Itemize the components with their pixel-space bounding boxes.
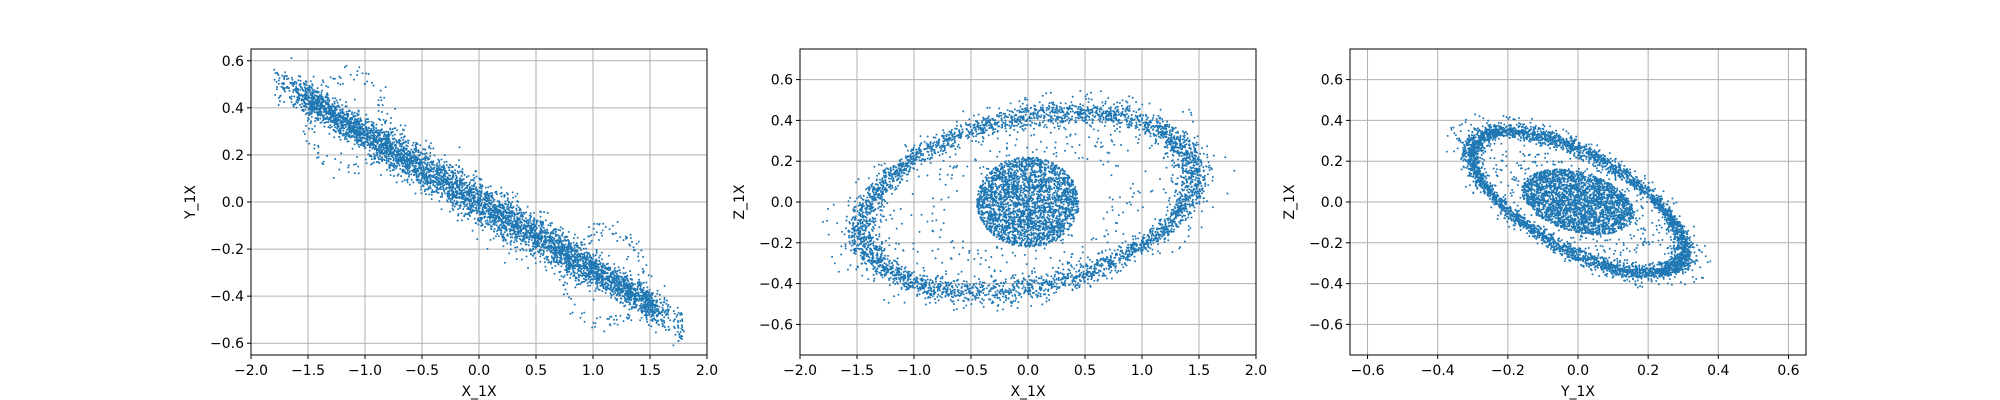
y-tick-label: 0.6 <box>771 73 793 89</box>
y-axis-label: Z_1X <box>732 184 748 219</box>
x-tick-label: −2.0 <box>234 363 268 379</box>
y-tick-label: −0.2 <box>1309 236 1343 252</box>
y-tick-label: −0.4 <box>1309 277 1343 293</box>
y-tick-label: −0.4 <box>759 277 793 293</box>
y-tick-label: 0.6 <box>1321 73 1343 89</box>
y-tick-label: −0.6 <box>210 336 244 352</box>
x-tick-label: 0.0 <box>1017 363 1039 379</box>
subplot-y-vs-z: −0.6 −0.4 −0.2 0.0 0.2 0.4 0.6 −0.6 −0.4 −0.2 0.0 0… <box>1282 48 1807 400</box>
x-axis-label: Y_1X <box>1560 384 1595 400</box>
x-tick-label: 1.5 <box>1188 363 1210 379</box>
y-axis-label: Z_1X <box>1282 184 1298 219</box>
x-tick-label: −1.0 <box>348 363 382 379</box>
x-axis-label: X_1X <box>461 384 496 400</box>
gridlines <box>1350 49 1806 355</box>
y-axis-label: Y_1X <box>183 185 199 220</box>
scatter-points <box>273 57 685 347</box>
x-tick-label: −0.5 <box>954 363 988 379</box>
x-tick-label: −0.4 <box>1421 363 1455 379</box>
x-tick-label: −0.6 <box>1351 363 1385 379</box>
x-tick-label: 0.0 <box>468 363 490 379</box>
y-tick-label: 0.6 <box>222 54 244 70</box>
x-tick-label: 2.0 <box>696 363 718 379</box>
scatter-points <box>822 89 1236 312</box>
y-tick-label: 0.0 <box>1321 195 1343 211</box>
x-tick-label: 0.6 <box>1777 363 1799 379</box>
y-tick-label: 0.2 <box>1321 154 1343 170</box>
x-tick-label: −2.0 <box>783 363 817 379</box>
x-tick-label: −0.2 <box>1491 363 1525 379</box>
y-tick-label: 0.4 <box>222 101 244 117</box>
x-tick-label: 0.0 <box>1567 363 1589 379</box>
y-tick-label: 0.4 <box>771 113 793 129</box>
y-tick-label: −0.6 <box>1309 317 1343 333</box>
x-tick-label: 0.4 <box>1707 363 1729 379</box>
x-tick-label: −1.5 <box>840 363 874 379</box>
x-tick-label: 0.5 <box>525 363 547 379</box>
y-tick-label: −0.4 <box>210 289 244 305</box>
x-tick-label: 1.0 <box>1131 363 1153 379</box>
x-tick-label: 0.5 <box>1074 363 1096 379</box>
x-tick-label: 0.2 <box>1637 363 1659 379</box>
y-tick-label: 0.4 <box>1321 113 1343 129</box>
scatter-point-cloud <box>1445 113 1712 289</box>
x-axis-label: X_1X <box>1010 384 1045 400</box>
subplot-x-vs-z: −2.0 −1.5 −1.0 −0.5 0.0 0.5 1.0 1.5 2.0 −0.6 −0.4 −… <box>732 48 1267 400</box>
x-tick-label: 1.5 <box>639 363 661 379</box>
scatter-points <box>1445 113 1712 289</box>
x-tick-label: 1.0 <box>582 363 604 379</box>
x-tick-label: −1.5 <box>291 363 325 379</box>
x-tick-label: 2.0 <box>1245 363 1267 379</box>
scatter-point-cloud <box>822 89 1236 312</box>
y-tick-label: 0.2 <box>771 154 793 170</box>
y-tick-label: −0.6 <box>759 317 793 333</box>
y-tick-label: 0.0 <box>771 195 793 211</box>
y-tick-label: −0.2 <box>759 236 793 252</box>
x-tick-label: −0.5 <box>405 363 439 379</box>
scatter-point-cloud <box>273 57 685 347</box>
subplot-x-vs-y: −2.0 −1.5 −1.0 −0.5 0.0 0.5 1.0 1.5 2.0 −0.6 −0.4 −… <box>183 48 718 400</box>
x-tick-label: −1.0 <box>897 363 931 379</box>
y-tick-label: 0.2 <box>222 148 244 164</box>
y-tick-label: −0.2 <box>210 242 244 258</box>
y-tick-label: 0.0 <box>222 195 244 211</box>
